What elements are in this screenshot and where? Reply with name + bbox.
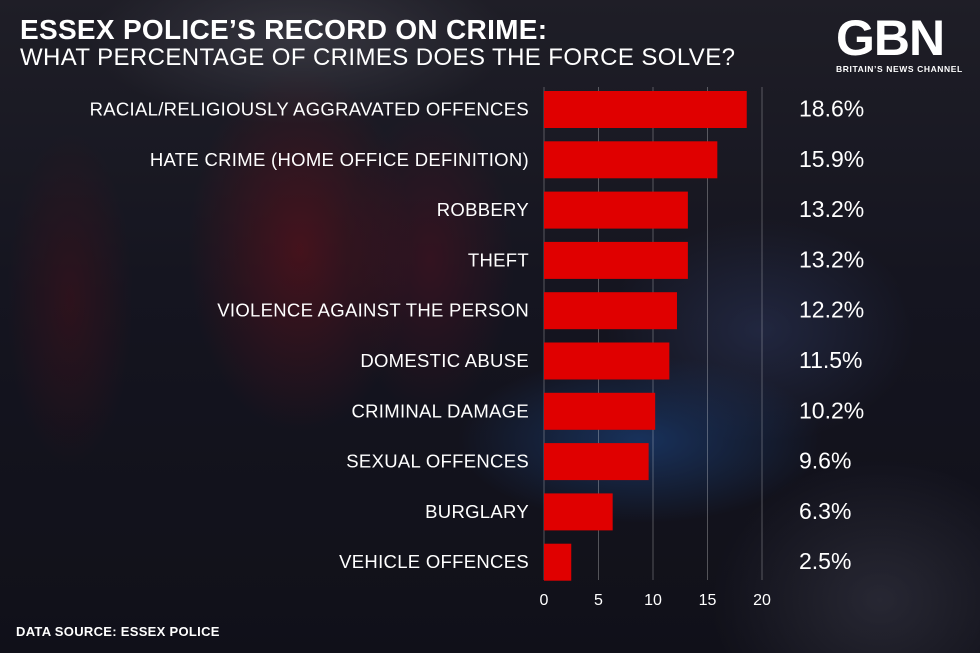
logo-tagline: BRITAIN’S NEWS CHANNEL [836, 64, 963, 74]
category-label: VEHICLE OFFENCES [339, 551, 529, 572]
value-label: 10.2% [799, 397, 864, 423]
bar [544, 493, 613, 531]
value-label: 6.3% [799, 498, 851, 524]
bar [544, 443, 649, 481]
category-label: BURGLARY [425, 501, 529, 522]
bar [544, 141, 718, 179]
x-tick-label: 15 [699, 592, 717, 609]
value-label: 13.2% [799, 246, 864, 272]
logo-mark: GBN [836, 10, 945, 66]
value-label: 11.5% [799, 347, 863, 373]
x-tick-label: 20 [753, 592, 771, 609]
category-label: ROBBERY [437, 199, 529, 220]
chart-subtitle: WHAT PERCENTAGE OF CRIMES DOES THE FORCE… [20, 44, 736, 71]
x-tick-label: 10 [644, 592, 662, 609]
bar [544, 543, 572, 581]
category-label: VIOLENCE AGAINST THE PERSON [217, 300, 529, 321]
bar [544, 292, 677, 330]
bar [544, 91, 747, 128]
value-label: 18.6% [799, 96, 864, 122]
value-label: 13.2% [799, 196, 864, 222]
chart-title: ESSEX POLICE’S RECORD ON CRIME: [20, 14, 548, 45]
category-label: THEFT [468, 249, 529, 270]
value-label: 2.5% [799, 548, 851, 574]
category-label: DOMESTIC ABUSE [360, 350, 529, 371]
bar [544, 191, 688, 229]
gbn-logo: GBN BRITAIN’S NEWS CHANNEL [834, 12, 964, 78]
category-label: HATE CRIME (HOME OFFICE DEFINITION) [150, 149, 529, 170]
category-label: RACIAL/RELIGIOUSLY AGGRAVATED OFFENCES [90, 99, 529, 120]
data-source-note: DATA SOURCE: ESSEX POLICE [16, 624, 220, 639]
value-label: 12.2% [799, 297, 864, 323]
category-label: SEXUAL OFFENCES [346, 451, 529, 472]
bar [544, 342, 670, 380]
x-tick-label: 0 [540, 592, 549, 609]
x-tick-label: 5 [594, 592, 603, 609]
bar [544, 392, 656, 430]
category-label: CRIMINAL DAMAGE [351, 400, 529, 421]
value-label: 9.6% [799, 448, 851, 474]
bar [544, 241, 688, 279]
value-label: 15.9% [799, 146, 864, 172]
